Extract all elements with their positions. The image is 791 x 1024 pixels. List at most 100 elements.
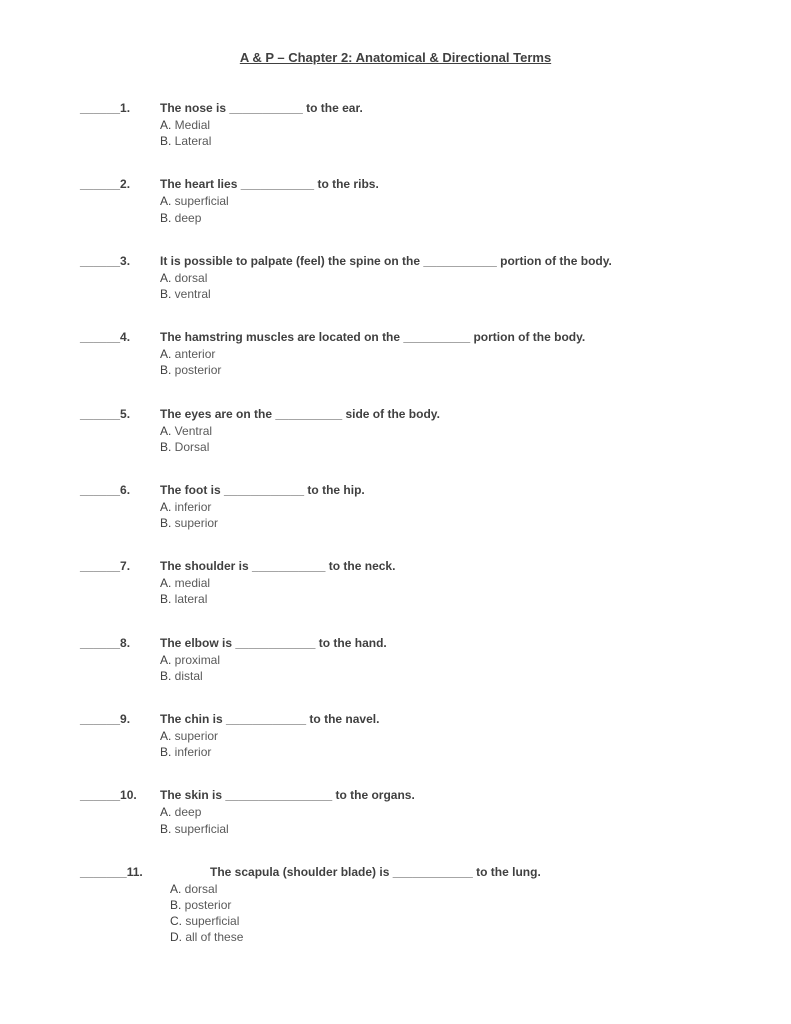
- question-content: The heart lies ___________ to the ribs. A…: [160, 177, 711, 225]
- option-text: deep: [171, 805, 201, 819]
- option-letter: C.: [170, 914, 182, 928]
- option-letter: B.: [160, 363, 171, 377]
- option-letter: A.: [160, 424, 171, 438]
- question-block: ______4.The hamstring muscles are locate…: [80, 330, 711, 378]
- option-text: Lateral: [171, 134, 211, 148]
- question-text: The heart lies ___________ to the ribs.: [160, 177, 711, 191]
- option-letter: A.: [160, 271, 171, 285]
- question-number: ______5.: [80, 407, 160, 421]
- option-letter: A.: [160, 805, 171, 819]
- option-line: A. Ventral: [160, 423, 711, 439]
- question-text: The shoulder is ___________ to the neck.: [160, 559, 711, 573]
- option-text: posterior: [181, 898, 231, 912]
- question-block: ______2.The heart lies ___________ to th…: [80, 177, 711, 225]
- option-text: superior: [171, 729, 218, 743]
- option-text: posterior: [171, 363, 221, 377]
- option-line: A. inferior: [160, 499, 711, 515]
- question-text: It is possible to palpate (feel) the spi…: [160, 254, 711, 268]
- question-text: The scapula (shoulder blade) is ________…: [170, 865, 711, 879]
- question-number: ______1.: [80, 101, 160, 115]
- option-line: A. Medial: [160, 117, 711, 133]
- option-text: Medial: [171, 118, 210, 132]
- option-letter: B.: [160, 592, 171, 606]
- question-content: The hamstring muscles are located on the…: [160, 330, 711, 378]
- option-line: B. deep: [160, 210, 711, 226]
- question-block: ______5.The eyes are on the __________ s…: [80, 407, 711, 455]
- option-line: B. superior: [160, 515, 711, 531]
- question-block: ______8.The elbow is ____________ to the…: [80, 636, 711, 684]
- question-block: _______11.The scapula (shoulder blade) i…: [80, 865, 711, 946]
- option-letter: B.: [160, 669, 171, 683]
- option-text: superficial: [171, 822, 228, 836]
- question-text: The hamstring muscles are located on the…: [160, 330, 711, 344]
- option-letter: A.: [160, 653, 171, 667]
- option-text: superficial: [182, 914, 239, 928]
- question-number: ______2.: [80, 177, 160, 191]
- option-letter: B.: [160, 211, 171, 225]
- question-block: ______10.The skin is ________________ to…: [80, 788, 711, 836]
- option-text: all of these: [182, 930, 243, 944]
- option-letter: A.: [160, 194, 171, 208]
- option-line: C. superficial: [170, 913, 711, 929]
- option-line: A. superior: [160, 728, 711, 744]
- option-letter: B.: [160, 134, 171, 148]
- option-text: deep: [171, 211, 201, 225]
- option-text: proximal: [171, 653, 220, 667]
- question-text: The eyes are on the __________ side of t…: [160, 407, 711, 421]
- question-content: The scapula (shoulder blade) is ________…: [170, 865, 711, 946]
- question-number: ______6.: [80, 483, 160, 497]
- option-line: B. Lateral: [160, 133, 711, 149]
- option-letter: A.: [170, 882, 181, 896]
- question-content: The skin is ________________ to the orga…: [160, 788, 711, 836]
- option-letter: D.: [170, 930, 182, 944]
- worksheet-title: A & P – Chapter 2: Anatomical & Directio…: [80, 50, 711, 65]
- option-letter: A.: [160, 500, 171, 514]
- question-block: ______9.The chin is ____________ to the …: [80, 712, 711, 760]
- option-text: dorsal: [181, 882, 217, 896]
- question-number: ______8.: [80, 636, 160, 650]
- question-content: The foot is ____________ to the hip. A. i…: [160, 483, 711, 531]
- option-text: dorsal: [171, 271, 207, 285]
- question-number: _______11.: [80, 865, 170, 879]
- question-block: ______7.The shoulder is ___________ to t…: [80, 559, 711, 607]
- option-line: B. Dorsal: [160, 439, 711, 455]
- option-line: B. inferior: [160, 744, 711, 760]
- option-text: superior: [171, 516, 218, 530]
- option-line: A. dorsal: [170, 881, 711, 897]
- question-content: The nose is ___________ to the ear. A. Me…: [160, 101, 711, 149]
- option-letter: A.: [160, 729, 171, 743]
- option-letter: B.: [160, 516, 171, 530]
- option-letter: B.: [170, 898, 181, 912]
- option-line: D. all of these: [170, 929, 711, 945]
- option-text: distal: [171, 669, 202, 683]
- option-line: B. ventral: [160, 286, 711, 302]
- question-text: The elbow is ____________ to the hand.: [160, 636, 711, 650]
- option-line: A. dorsal: [160, 270, 711, 286]
- option-letter: B.: [160, 822, 171, 836]
- option-letter: A.: [160, 347, 171, 361]
- question-number: ______3.: [80, 254, 160, 268]
- question-content: The eyes are on the __________ side of t…: [160, 407, 711, 455]
- question-text: The nose is ___________ to the ear.: [160, 101, 711, 115]
- option-line: A. anterior: [160, 346, 711, 362]
- option-line: A. medial: [160, 575, 711, 591]
- question-block: ______1.The nose is ___________ to the e…: [80, 101, 711, 149]
- option-line: A. proximal: [160, 652, 711, 668]
- option-line: B. distal: [160, 668, 711, 684]
- option-text: ventral: [171, 287, 210, 301]
- question-content: It is possible to palpate (feel) the spi…: [160, 254, 711, 302]
- question-content: The chin is ____________ to the navel.A.…: [160, 712, 711, 760]
- option-line: B. posterior: [170, 897, 711, 913]
- option-line: B. posterior: [160, 362, 711, 378]
- question-content: The elbow is ____________ to the hand. A.…: [160, 636, 711, 684]
- question-block: ______6.The foot is ____________ to the …: [80, 483, 711, 531]
- question-number: ______10.: [80, 788, 160, 802]
- question-content: The shoulder is ___________ to the neck.…: [160, 559, 711, 607]
- questions-container: ______1.The nose is ___________ to the e…: [80, 101, 711, 946]
- question-block: ______3.It is possible to palpate (feel)…: [80, 254, 711, 302]
- question-number: ______7.: [80, 559, 160, 573]
- question-text: The skin is ________________ to the orga…: [160, 788, 711, 802]
- question-number: ______4.: [80, 330, 160, 344]
- question-text: The foot is ____________ to the hip.: [160, 483, 711, 497]
- option-line: B. superficial: [160, 821, 711, 837]
